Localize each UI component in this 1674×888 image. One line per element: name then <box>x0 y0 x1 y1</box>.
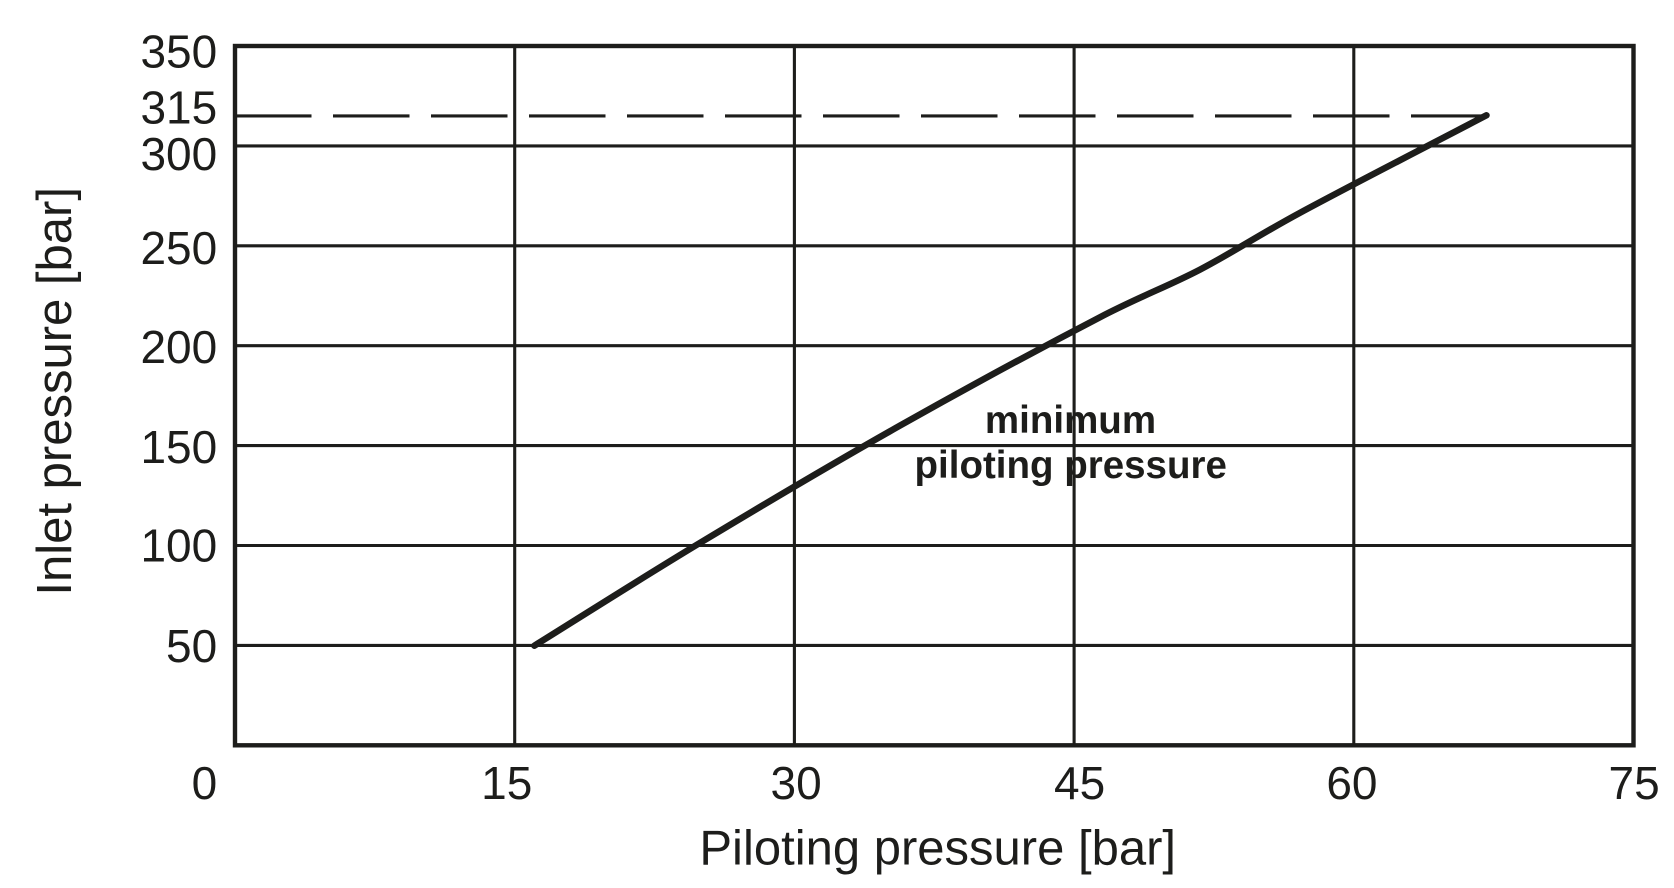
svg-text:315: 315 <box>140 81 217 133</box>
svg-text:250: 250 <box>140 222 217 274</box>
svg-text:0: 0 <box>192 757 218 809</box>
svg-text:200: 200 <box>140 321 217 373</box>
svg-text:75: 75 <box>1609 757 1660 809</box>
svg-text:Piloting pressure [bar]: Piloting pressure [bar] <box>699 822 1176 876</box>
svg-text:30: 30 <box>771 757 822 809</box>
svg-text:100: 100 <box>140 520 217 572</box>
svg-text:45: 45 <box>1054 757 1105 809</box>
svg-text:minimum: minimum <box>985 399 1156 442</box>
svg-text:300: 300 <box>140 128 217 180</box>
svg-text:piloting pressure: piloting pressure <box>915 444 1227 487</box>
svg-text:150: 150 <box>140 421 217 473</box>
svg-text:Inlet pressure [bar]: Inlet pressure [bar] <box>28 187 82 596</box>
svg-text:350: 350 <box>140 25 217 77</box>
svg-text:15: 15 <box>481 757 532 809</box>
svg-text:50: 50 <box>166 620 217 672</box>
svg-text:60: 60 <box>1326 757 1377 809</box>
